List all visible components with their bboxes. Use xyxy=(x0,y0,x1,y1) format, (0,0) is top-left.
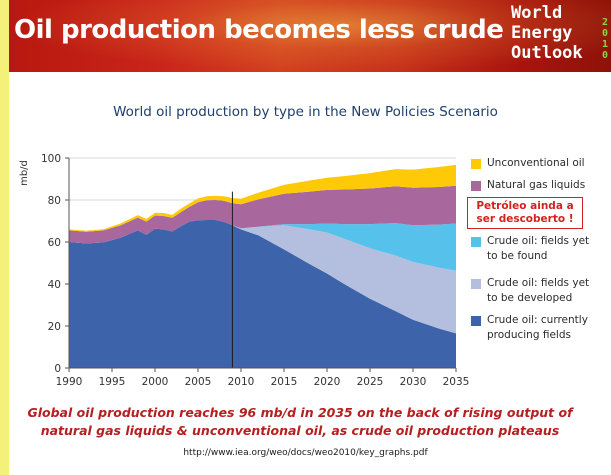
area-crude-oil-currently-producing-fields xyxy=(69,220,456,368)
x-tick-label: 2010 xyxy=(228,376,255,388)
y-tick-label: 20 xyxy=(48,321,61,333)
logo-line-energy: Energy xyxy=(511,23,573,43)
logo-line-outlook: Outlook xyxy=(511,43,583,63)
slide-caption: Global oil production reaches 96 mb/d in… xyxy=(10,404,590,440)
caption-line-2: natural gas liquids & unconventional oil… xyxy=(40,423,560,438)
x-tick-label: 2015 xyxy=(271,376,298,388)
logo-year-digit: 0 xyxy=(601,28,609,39)
legend-label-natural-gas-liquids: Natural gas liquids xyxy=(487,179,586,191)
chart-title: World oil production by type in the New … xyxy=(113,104,498,120)
y-tick-label: 0 xyxy=(54,363,61,375)
caption-line-1: Global oil production reaches 96 mb/d in… xyxy=(27,405,573,420)
x-tick-label: 2035 xyxy=(443,376,470,388)
legend-swatch-crude-oil-currently-producing-fields xyxy=(471,316,481,326)
y-tick-label: 40 xyxy=(48,279,61,291)
legend-label-crude-oil-fields-yet-to-be-found: to be found xyxy=(487,250,548,262)
area-crude-oil-fields-yet-to-be-found xyxy=(69,220,456,271)
y-tick-label: 100 xyxy=(41,153,61,165)
legend-label-crude-oil-fields-yet-to-be-found: Crude oil: fields yet xyxy=(487,235,590,247)
slide-title: Oil production becomes less crude xyxy=(14,15,504,45)
area-crude-oil-fields-yet-to-be-developed xyxy=(69,220,456,334)
x-tick-label: 2005 xyxy=(185,376,212,388)
header-glow xyxy=(9,0,611,72)
logo-line-world: World xyxy=(511,3,563,23)
x-tick-label: 2000 xyxy=(142,376,169,388)
callout-line-1: Petróleo ainda a xyxy=(476,200,574,212)
legend-swatch-crude-oil-fields-yet-to-be-developed xyxy=(471,279,481,289)
legend-label-crude-oil-currently-producing-fields: Crude oil: currently xyxy=(487,314,588,326)
area-unconventional-oil xyxy=(69,164,456,232)
area-natural-gas-liquids xyxy=(69,185,456,244)
y-axis-label: mb/d xyxy=(19,160,30,186)
x-tick-label: 2025 xyxy=(357,376,384,388)
callout-box: Petróleo ainda a ser descoberto ! xyxy=(467,197,583,229)
logo-year-digit: 0 xyxy=(601,50,609,61)
legend-swatch-unconventional-oil xyxy=(471,159,481,169)
x-tick-label: 2020 xyxy=(314,376,341,388)
x-tick-label: 2030 xyxy=(400,376,427,388)
legend-label-unconventional-oil: Unconventional oil xyxy=(487,157,585,169)
logo-year-digit: 1 xyxy=(601,39,609,50)
legend-label-crude-oil-fields-yet-to-be-developed: to be developed xyxy=(487,292,573,304)
legend-swatch-crude-oil-fields-yet-to-be-found xyxy=(471,237,481,247)
y-tick-label: 80 xyxy=(48,195,61,207)
slide-header: Oil production becomes less crude World … xyxy=(9,0,611,72)
left-accent-strip xyxy=(0,0,9,475)
legend-label-crude-oil-fields-yet-to-be-developed: Crude oil: fields yet xyxy=(487,277,590,289)
x-tick-label: 1990 xyxy=(56,376,83,388)
source-url: http://www.iea.org/weo/docs/weo2010/key_… xyxy=(183,448,428,458)
logo-year-digit: 2 xyxy=(601,17,609,28)
legend-label-crude-oil-currently-producing-fields: producing fields xyxy=(487,329,571,341)
legend-swatch-natural-gas-liquids xyxy=(471,181,481,191)
x-tick-label: 1995 xyxy=(99,376,126,388)
callout-line-2: ser descoberto ! xyxy=(476,213,574,225)
y-tick-label: 60 xyxy=(48,237,61,249)
